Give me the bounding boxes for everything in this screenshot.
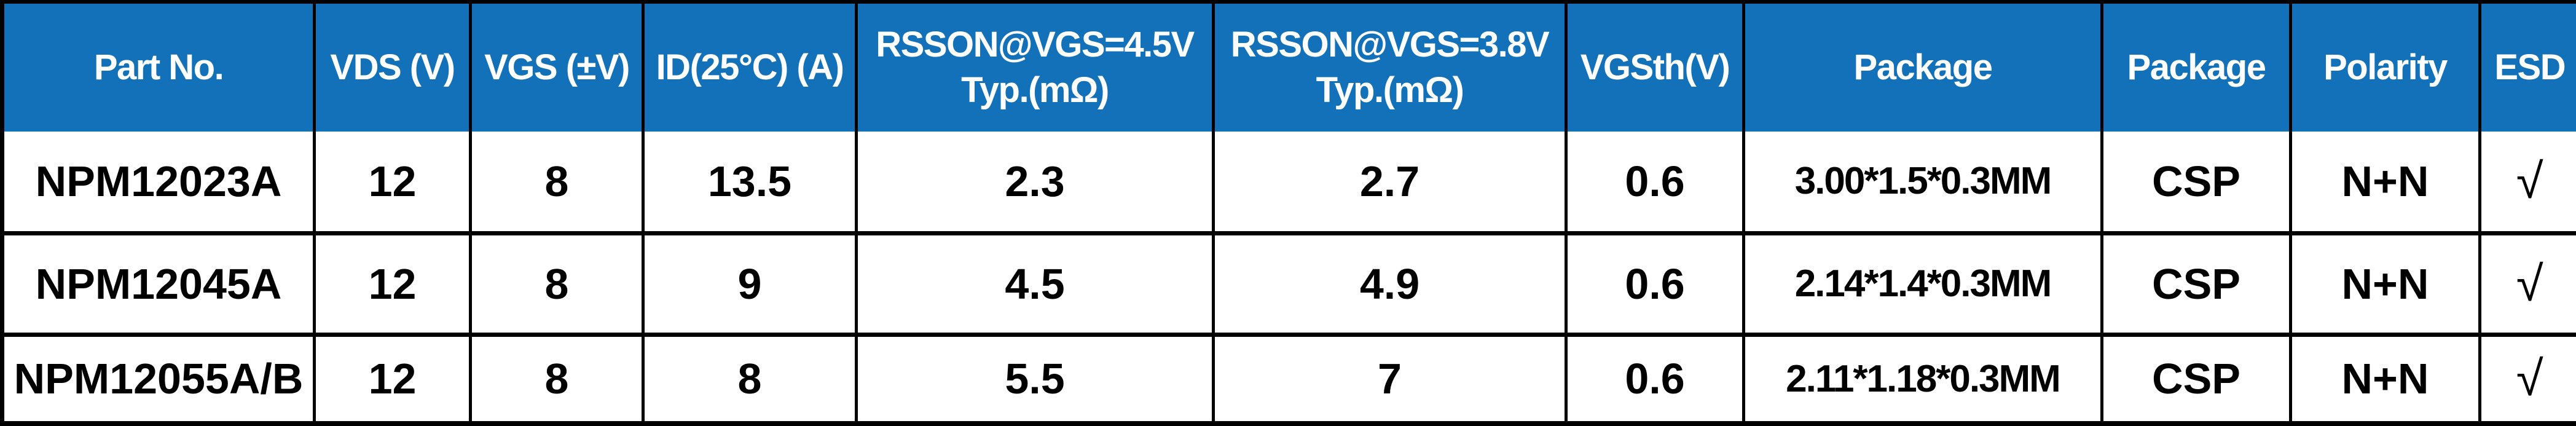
cell-id-25c: 8 [643,332,858,424]
cell-vgsth: 0.6 [1566,132,1745,234]
header-vgsth: VGSth(V) [1566,2,1745,132]
table-row: NPM12055A/B 12 8 8 5.5 7 0.6 2.11*1.18*0… [2,332,2576,424]
cell-part-no: NPM12055A/B [2,332,316,424]
header-rsson-4v5: RSSON@VGS=4.5V Typ.(mΩ) [856,2,1215,132]
cell-rsson-4v5: 2.3 [856,132,1215,234]
cell-package-size: 2.11*1.18*0.3MM [1743,332,2103,424]
cell-vgs: 8 [470,332,645,424]
header-vgs: VGS (±V) [470,2,645,132]
cell-vds: 12 [314,231,472,335]
table-row: NPM12045A 12 8 9 4.5 4.9 0.6 2.14*1.4*0.… [2,231,2576,335]
table-header: Part No. VDS (V) VGS (±V) ID(25°C) (A) R… [2,2,2576,132]
cell-package-size: 2.14*1.4*0.3MM [1743,231,2103,335]
cell-esd-checkmark: √ [2480,231,2576,335]
cell-package-type: CSP [2102,231,2292,335]
header-package-type: Package [2102,2,2292,132]
cell-polarity: N+N [2290,231,2481,335]
header-row: Part No. VDS (V) VGS (±V) ID(25°C) (A) R… [2,2,2576,132]
cell-vds: 12 [314,332,472,424]
cell-rsson-3v8: 2.7 [1213,132,1568,234]
cell-package-type: CSP [2102,132,2292,234]
cell-rsson-3v8: 4.9 [1213,231,1568,335]
cell-vgsth: 0.6 [1566,231,1745,335]
cell-vgsth: 0.6 [1566,332,1745,424]
cell-polarity: N+N [2290,132,2481,234]
table-body: NPM12023A 12 8 13.5 2.3 2.7 0.6 3.00*1.5… [2,132,2576,424]
cell-esd-checkmark: √ [2480,132,2576,234]
cell-polarity: N+N [2290,332,2481,424]
cell-vds: 12 [314,132,472,234]
cell-esd-checkmark: √ [2480,332,2576,424]
cell-rsson-4v5: 4.5 [856,231,1215,335]
cell-rsson-4v5: 5.5 [856,332,1215,424]
header-esd: ESD [2480,2,2576,132]
cell-package-size: 3.00*1.5*0.3MM [1743,132,2103,234]
cell-package-type: CSP [2102,332,2292,424]
header-id-25c: ID(25°C) (A) [643,2,858,132]
cell-id-25c: 9 [643,231,858,335]
cell-rsson-3v8: 7 [1213,332,1568,424]
header-package-size: Package [1743,2,2103,132]
cell-part-no: NPM12023A [2,132,316,234]
cell-id-25c: 13.5 [643,132,858,234]
header-polarity: Polarity [2290,2,2481,132]
header-vds: VDS (V) [314,2,472,132]
cell-part-no: NPM12045A [2,231,316,335]
header-rsson-3v8: RSSON@VGS=3.8V Typ.(mΩ) [1213,2,1568,132]
header-part-no: Part No. [2,2,316,132]
cell-vgs: 8 [470,231,645,335]
table-row: NPM12023A 12 8 13.5 2.3 2.7 0.6 3.00*1.5… [2,132,2576,234]
cell-vgs: 8 [470,132,645,234]
